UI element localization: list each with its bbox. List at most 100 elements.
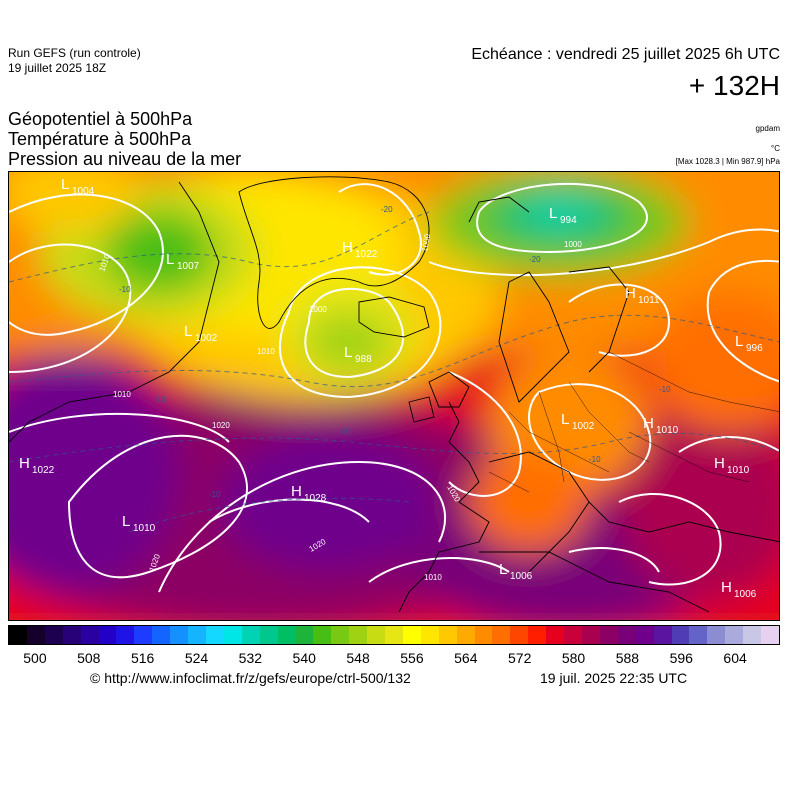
colorbar-tick-label: 596 [669,650,693,666]
colorbar-swatch [26,626,45,644]
colorbar-swatch [331,626,350,644]
colorbar-swatch [134,626,153,644]
colorbar-swatch [420,626,439,644]
colorbar-swatch [546,626,565,644]
colorbar-swatch [653,626,672,644]
generated-timestamp: 19 juil. 2025 22:35 UTC [540,670,688,686]
high-center-symbol: H [291,483,302,500]
colorbar-swatch [62,626,81,644]
colorbar-swatch [492,626,511,644]
isobar-label: 1020 [212,421,230,430]
colorbar-swatch [241,626,260,644]
high-center-symbol: H [625,285,636,302]
low-center-symbol: L [344,344,352,361]
high-center-value: 1022 [32,465,55,476]
geopotential-field [9,172,779,620]
low-center-symbol: L [735,333,743,350]
low-center-symbol: L [122,513,130,530]
colorbar-swatch [689,626,708,644]
colorbar-tick-label: 556 [400,650,424,666]
colorbar-swatch [188,626,206,644]
isobar-label: 1010 [113,390,131,399]
unit-temperature: °C [771,144,780,153]
isotherms [9,211,779,533]
run-date: 19 juillet 2025 18Z [8,61,107,75]
pressure-center-labels: L 1004 L 994 H 1022 L 1007 H 1011 L 1002 L 988 … [19,176,763,600]
colorbar-tick-label: 500 [23,650,47,666]
low-center-symbol: L [184,323,192,340]
colorbar-swatch [402,626,421,644]
colorbar-swatch [438,626,457,644]
high-center-value: 1022 [355,249,378,260]
colorbar-swatch [205,626,224,644]
isotherm-label: -10 [339,427,351,436]
colorbar-swatch [367,626,386,644]
colorbar-swatch [313,626,332,644]
colorbar-swatch [582,626,600,644]
colorbar-swatch [44,626,63,644]
colorbar-tick-label: 516 [130,650,155,666]
colorbar-swatch [223,626,242,644]
high-center-value: 1010 [656,425,679,436]
colorbar-swatch [295,626,314,644]
low-center-value: 1004 [72,186,95,197]
colorbar-swatch [743,626,762,644]
isotherm-label: -20 [529,255,541,264]
lead-time: + 132H [688,70,780,101]
low-center-symbol: L [561,411,569,428]
colorbar-swatch [385,626,403,644]
low-center-symbol: L [166,251,174,268]
low-center-symbol: L [499,561,507,578]
isobar-label: 1000 [309,305,327,314]
colorbar-swatch [617,626,636,644]
low-center-value: 994 [560,215,577,226]
high-center-symbol: H [19,455,30,472]
colorbar-swatch [277,626,296,644]
isotherm-value-labels: -20 -20 -10 -10 -10 -10 -10 -10 [119,205,671,499]
coastlines [9,176,779,613]
colorbar-swatch [761,626,779,644]
colorbar-swatch [98,626,117,644]
weather-map: L 1004 L 994 H 1022 L 1007 H 1011 L 1002 L 988 … [8,171,780,621]
colorbar-swatch [671,626,690,644]
isobars [9,182,779,593]
colorbar-swatch [80,626,99,644]
borders [488,351,779,493]
isotherm-label: -10 [659,385,671,394]
colorbar-swatch [456,626,475,644]
high-center-value: 1006 [734,589,757,600]
high-center-symbol: H [643,415,654,432]
colorbar-swatch [474,626,493,644]
valid-time: Echéance : vendredi 25 juillet 2025 6h U… [471,46,780,63]
colorbar-swatch [116,626,135,644]
colorbar-tick-label: 548 [346,650,370,666]
isobar-label: 1000 [564,240,582,249]
colorbar-swatch [528,626,547,644]
isobar-label: 1000 [420,233,432,253]
colorbar-tick-label: 540 [292,650,316,666]
high-center-value: 1011 [638,295,660,306]
colorbar-swatch [510,626,529,644]
low-center-value: 1007 [177,261,200,272]
isotherm-label: -10 [119,285,131,294]
colorbar-tick-label: 508 [77,650,101,666]
colorbar-tick-label: 532 [238,650,263,666]
low-center-value: 996 [746,343,763,354]
colorbar-tick-label: 572 [507,650,532,666]
colorbar-swatch [707,626,726,644]
param-temperature: Température à 500hPa [8,129,192,149]
colorbar-swatch [259,626,278,644]
colorbar-tick-label: 564 [454,650,478,666]
colorbar-swatch [152,626,171,644]
colorbar-swatch [635,626,654,644]
low-center-value: 1002 [195,333,218,344]
high-center-symbol: H [342,239,353,256]
param-pressure: Pression au niveau de la mer [8,149,242,169]
isotherm-label: -10 [209,490,221,499]
low-center-value: 1006 [510,571,533,582]
low-center-value: 988 [355,354,372,365]
colorbar-swatch [349,626,368,644]
unit-geopotential: gpdam [755,124,780,133]
isobar-label: 1010 [257,347,275,356]
isotherm-label: -20 [381,205,393,214]
